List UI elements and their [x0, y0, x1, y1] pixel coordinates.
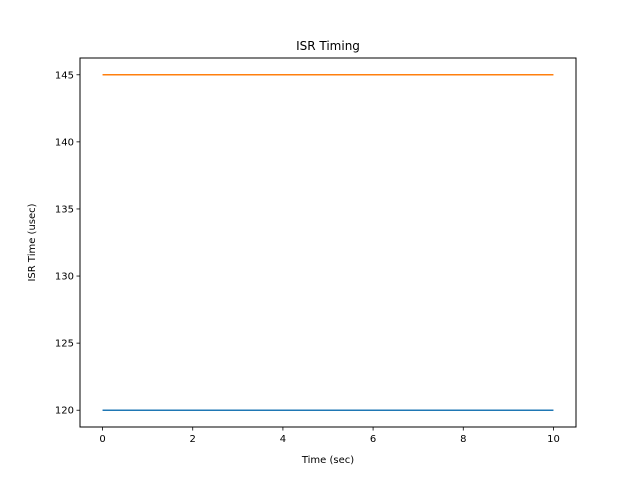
x-axis-label: Time (sec) [301, 455, 354, 466]
x-tick-label: 6 [370, 434, 376, 445]
y-tick-label: 120 [55, 406, 74, 417]
x-tick-label: 8 [460, 434, 466, 445]
y-tick-label: 130 [55, 272, 74, 283]
y-tick-label: 145 [55, 70, 74, 81]
plot-frame [79, 57, 577, 428]
x-tick-label: 0 [99, 434, 105, 445]
x-tick-label: 10 [547, 434, 560, 445]
x-tick-label: 2 [190, 434, 196, 445]
x-axis-ticks: 0 2 4 6 8 10 [99, 427, 560, 445]
y-tick-label: 140 [55, 137, 74, 148]
y-axis-label: ISR Time (usec) [27, 203, 38, 281]
series-layer [102, 74, 554, 411]
y-tick-label: 135 [55, 204, 74, 215]
chart-title: ISR Timing [296, 39, 360, 53]
y-axis-ticks: 120 125 130 135 140 145 [55, 70, 80, 417]
x-tick-label: 4 [280, 434, 286, 445]
y-tick-label: 125 [55, 339, 74, 350]
